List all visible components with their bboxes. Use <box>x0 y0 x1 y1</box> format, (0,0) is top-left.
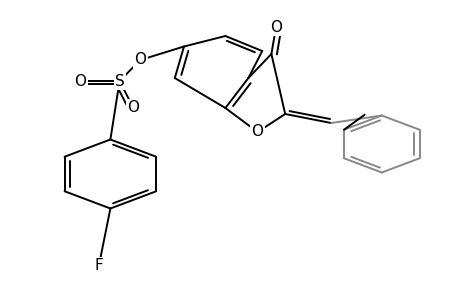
Text: O: O <box>251 124 263 140</box>
Text: O: O <box>269 20 281 34</box>
Text: O: O <box>127 100 139 116</box>
Text: S: S <box>114 74 124 88</box>
Text: F: F <box>94 258 103 273</box>
Text: O: O <box>134 52 146 68</box>
Text: O: O <box>74 74 86 88</box>
